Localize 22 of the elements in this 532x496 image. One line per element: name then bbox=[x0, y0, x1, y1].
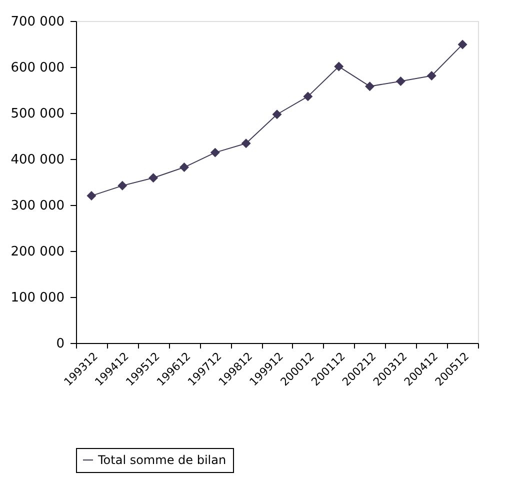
y-tick-label: 0 bbox=[56, 336, 64, 352]
point bbox=[86, 191, 96, 201]
y-tick-label: 200 000 bbox=[10, 244, 64, 260]
point bbox=[118, 180, 128, 190]
point bbox=[241, 138, 251, 148]
point bbox=[148, 173, 158, 183]
point bbox=[458, 40, 468, 50]
point bbox=[334, 62, 344, 72]
y-tick-label: 300 000 bbox=[10, 198, 64, 214]
point bbox=[396, 76, 406, 86]
point bbox=[210, 148, 220, 158]
y-tick-label: 100 000 bbox=[10, 290, 64, 306]
y-tick-label: 500 000 bbox=[10, 106, 64, 122]
point bbox=[272, 110, 282, 120]
y-tick-label: 400 000 bbox=[10, 152, 64, 168]
point bbox=[426, 70, 436, 80]
y-tick-label: 700 000 bbox=[10, 14, 64, 30]
point bbox=[179, 162, 189, 172]
y-tick-label: 600 000 bbox=[10, 60, 64, 76]
point bbox=[303, 92, 313, 102]
point bbox=[365, 82, 375, 92]
legend-label: Total somme de bilan bbox=[97, 453, 226, 467]
